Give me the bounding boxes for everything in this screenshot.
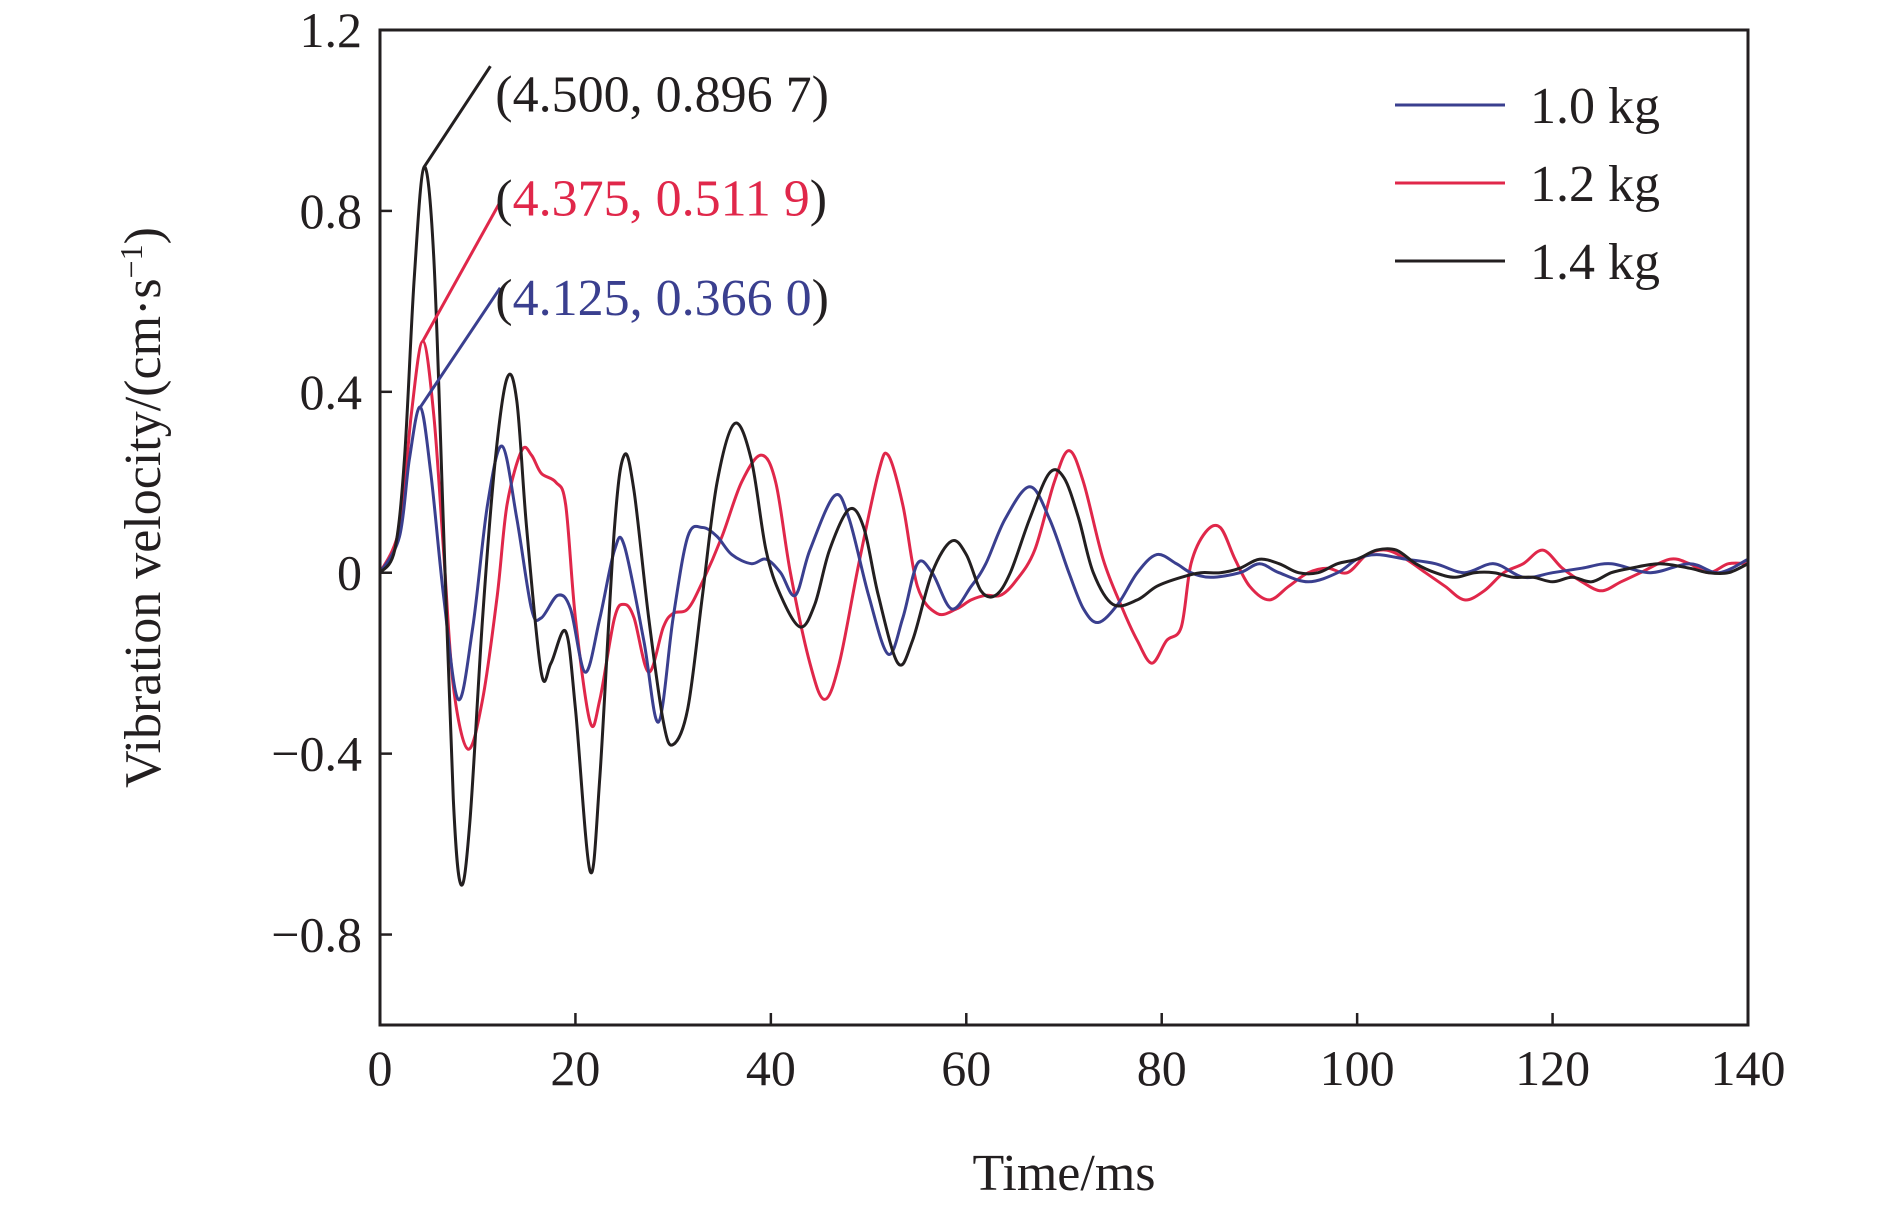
annotation-label-part: (4.500, 0.896 7) bbox=[495, 66, 829, 123]
annotation-label: (4.500, 0.896 7) bbox=[495, 66, 829, 123]
annotation-label-part: 4.375, 0.511 9 bbox=[513, 170, 810, 227]
annotation-label-part: ( bbox=[495, 270, 512, 327]
y-tick-label: 0 bbox=[337, 545, 362, 601]
annotation-leader-line bbox=[422, 65, 492, 168]
x-axis-title: Time/ms bbox=[972, 1145, 1155, 1202]
series-line-1-4-kg bbox=[378, 165, 1749, 887]
annotation-label-part: ( bbox=[495, 170, 512, 227]
x-tick-label: 120 bbox=[1515, 1040, 1590, 1096]
annotation-label: (4.375, 0.511 9) bbox=[495, 170, 827, 227]
x-tick-label: 80 bbox=[1137, 1040, 1187, 1096]
ticks-layer: 0 20 40 60 80 100 120 140 −0.8 −0.4 0 0.4 0.8 1.2 bbox=[271, 2, 1785, 1096]
y-tick-label: 1.2 bbox=[300, 2, 363, 58]
y-axis-title-close: ) bbox=[115, 227, 172, 244]
y-axis-title-superscript: −1 bbox=[113, 244, 149, 278]
y-tick-label: −0.4 bbox=[271, 726, 362, 782]
y-tick-label: 0.4 bbox=[300, 364, 363, 420]
legend: 1.0 kg 1.2 kg 1.4 kg bbox=[1395, 78, 1660, 291]
legend-label: 1.0 kg bbox=[1530, 78, 1660, 135]
annotation-leader-line bbox=[421, 201, 502, 342]
y-tick-label: 0.8 bbox=[300, 183, 363, 239]
series-layer bbox=[378, 165, 1749, 887]
series-line-1-0-kg bbox=[378, 405, 1749, 724]
y-axis-title-main: Vibration velocity/(cm·s bbox=[115, 278, 172, 788]
annotation-layer: (4.500, 0.896 7)(4.375, 0.511 9)(4.125, … bbox=[419, 65, 829, 409]
annotation-label-part: ) bbox=[812, 270, 829, 327]
x-tick-label: 140 bbox=[1711, 1040, 1786, 1096]
annotation-label-part: 4.125, 0.366 0 bbox=[513, 270, 812, 327]
y-axis-title: Vibration velocity/(cm·s−1) bbox=[113, 227, 172, 788]
x-tick-label: 20 bbox=[550, 1040, 600, 1096]
x-tick-label: 60 bbox=[941, 1040, 991, 1096]
legend-label: 1.4 kg bbox=[1530, 234, 1660, 291]
x-tick-label: 40 bbox=[746, 1040, 796, 1096]
plot-frame bbox=[378, 28, 1750, 1027]
y-tick-label: −0.8 bbox=[271, 907, 362, 963]
x-tick-label: 100 bbox=[1320, 1040, 1395, 1096]
x-tick-label: 0 bbox=[368, 1040, 393, 1096]
annotation-label-part: ) bbox=[810, 170, 827, 227]
legend-label: 1.2 kg bbox=[1530, 156, 1660, 213]
annotation-leader-line bbox=[419, 286, 502, 409]
annotation-label: (4.125, 0.366 0) bbox=[495, 270, 829, 327]
